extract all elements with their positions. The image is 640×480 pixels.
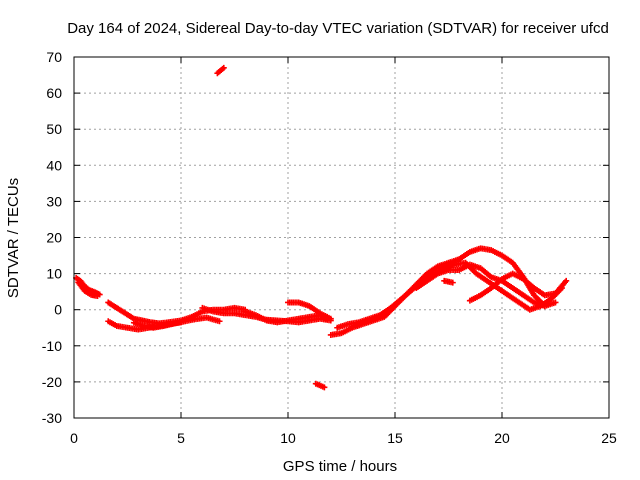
y-tick-label: -30 <box>42 410 62 426</box>
y-tick-label: 10 <box>46 266 62 282</box>
points-layer <box>73 64 570 391</box>
series-sat-h <box>285 299 334 322</box>
series-sat-k <box>413 261 548 310</box>
y-tick-label: 20 <box>46 230 62 246</box>
series-sat-m <box>441 277 456 286</box>
y-tick-label: -10 <box>42 338 62 354</box>
data-point <box>541 303 548 310</box>
x-tick-label: 10 <box>280 430 296 446</box>
y-tick-label: 40 <box>46 157 62 173</box>
series-sat-e <box>130 314 223 331</box>
series-sat-o <box>312 380 328 391</box>
y-axis-label: SDTVAR / TECUs <box>5 178 22 298</box>
y-tick-label: -20 <box>42 374 62 390</box>
data-point <box>321 384 328 391</box>
data-point <box>552 299 559 306</box>
y-tick-label: 70 <box>46 49 62 65</box>
data-point <box>216 318 223 325</box>
series-sat-n <box>214 64 227 77</box>
chart-title: Day 164 of 2024, Sidereal Day-to-day VTE… <box>67 20 609 37</box>
grid-layer <box>74 57 609 418</box>
y-tick-label: 30 <box>46 193 62 209</box>
x-axis-label: GPS time / hours <box>283 458 397 475</box>
y-tick-label: 50 <box>46 121 62 137</box>
series-sat-b <box>75 279 101 299</box>
axes-layer: 0 5 10 15 20 25 -30 -20 -10 0 10 20 30 40 50 60 70 <box>42 49 617 446</box>
x-tick-label: 5 <box>177 430 185 446</box>
x-tick-label: 25 <box>601 430 617 446</box>
data-point <box>449 279 456 286</box>
series-sat-l <box>466 270 570 304</box>
data-point <box>94 292 101 299</box>
x-tick-label: 20 <box>494 430 510 446</box>
data-point <box>220 64 227 71</box>
y-tick-label: 60 <box>46 85 62 101</box>
data-point <box>327 315 334 322</box>
x-tick-label: 0 <box>70 430 78 446</box>
data-point <box>563 277 570 284</box>
x-tick-label: 15 <box>387 430 403 446</box>
y-tick-label: 0 <box>54 302 62 318</box>
